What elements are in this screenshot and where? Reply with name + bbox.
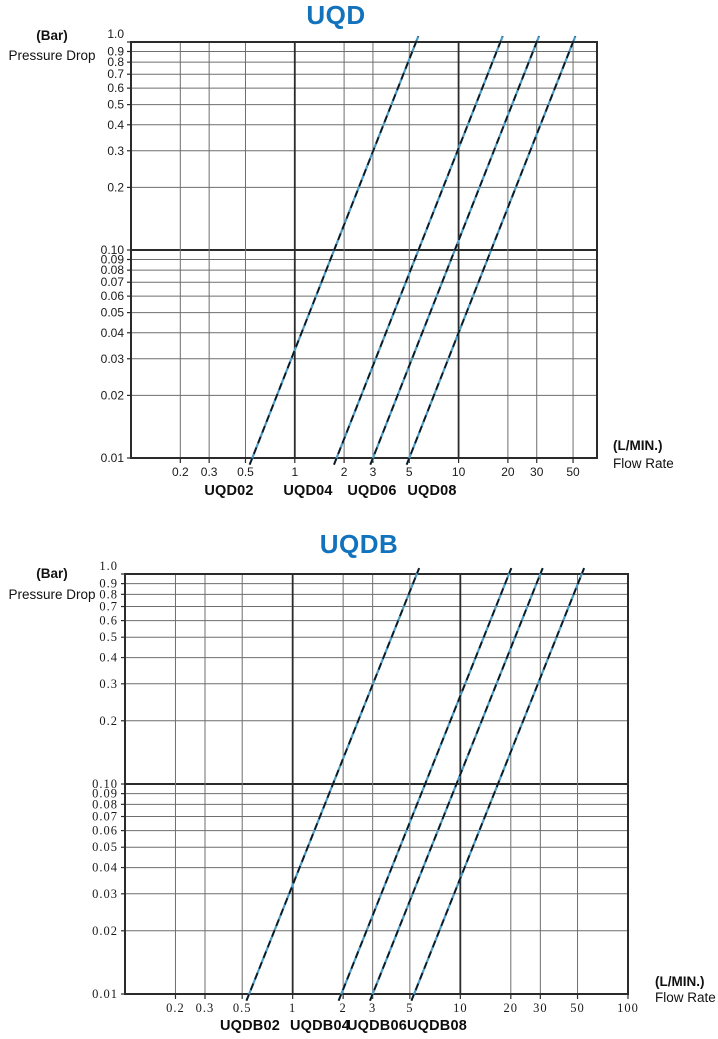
y-axis-title-uqd: (Bar) Pressure Drop xyxy=(4,26,100,66)
y-tick-label: 0.3 xyxy=(107,144,124,158)
y-tick-label: 0.4 xyxy=(99,651,118,665)
series-label-uqdb04: UQDB04 xyxy=(289,1018,351,1034)
y-tick-label: 0.10 xyxy=(101,243,125,257)
x-tick-label: 1 xyxy=(291,465,298,479)
series-line-dash-UQD08 xyxy=(405,35,577,465)
y-tick-label: 0.7 xyxy=(107,67,124,81)
x-tick-label: 20 xyxy=(501,465,515,479)
x-axis-unit-label: (L/MIN.) xyxy=(655,974,705,989)
chart-title-uqd: UQD xyxy=(306,0,366,30)
uqdb-plot-area: 0.2 0.3 0.5 1 2 3 5 10 20 30 50 100 1.0 0.90.80.70.6 0… xyxy=(92,559,639,1015)
x-tick-label: 50 xyxy=(570,1001,585,1015)
y-axis-label: Pressure Drop xyxy=(8,587,96,602)
x-tick-label: 0.5 xyxy=(237,465,254,479)
y-tick-label: 0.4 xyxy=(107,118,124,132)
x-axis-title-uqd: (L/MIN.) Flow Rate xyxy=(613,437,674,473)
y-tick-label: 0.04 xyxy=(101,326,125,340)
series-line-dash-UQDB02 xyxy=(245,567,420,1002)
x-tick-label: 5 xyxy=(406,1001,413,1015)
y-tick-label: 0.05 xyxy=(101,306,125,320)
x-tick-label: 1 xyxy=(289,1001,296,1015)
y-tick-label: 0.2 xyxy=(107,180,124,194)
series-label-uqd02: UQD02 xyxy=(204,483,254,499)
series-line-dash-UQD04 xyxy=(333,35,504,465)
series-label-uqd08: UQD08 xyxy=(407,483,457,499)
y-tick-label: 0.9 xyxy=(99,577,118,591)
y-tick-label: 0.8 xyxy=(107,55,124,69)
y-tick-label: 0.03 xyxy=(92,887,118,901)
x-axis-label: Flow Rate xyxy=(655,990,716,1005)
y-tick-label: 0.02 xyxy=(101,388,125,402)
chart-title-uqdb: UQDB xyxy=(319,529,399,559)
x-tick-label: 50 xyxy=(566,465,580,479)
y-tick-label: 0.07 xyxy=(92,810,118,824)
y-tick-label: 0.10 xyxy=(92,777,118,791)
y-tick-label: 0.5 xyxy=(107,98,124,112)
x-tick-label: 0.5 xyxy=(233,1001,252,1015)
y-tick-label: 0.6 xyxy=(99,614,118,628)
y-tick-label: 0.2 xyxy=(99,714,118,728)
x-tick-label: 3 xyxy=(369,1001,376,1015)
x-axis-title-uqdb: (L/MIN.) Flow Rate xyxy=(655,974,716,1006)
series-line-dash-UQDB08 xyxy=(410,567,585,1002)
series-line-dash-UQDB04 xyxy=(337,567,513,1002)
x-tick-label: 0.3 xyxy=(201,465,218,479)
y-tick-label: 0.03 xyxy=(101,352,125,366)
y-tick-label: 0.01 xyxy=(92,987,118,1001)
x-tick-label: 3 xyxy=(370,465,377,479)
series-label-uqdb02: UQDB02 xyxy=(219,1018,281,1034)
series-label-uqdb08: UQDB08 xyxy=(406,1018,468,1034)
x-tick-label: 100 xyxy=(617,1001,639,1015)
x-tick-label: 10 xyxy=(453,1001,468,1015)
y-tick-label: 0.08 xyxy=(92,797,118,811)
x-tick-label: 5 xyxy=(406,465,413,479)
y-tick-label: 0.09 xyxy=(92,787,118,801)
y-tick-label: 0.9 xyxy=(107,45,124,59)
y-tick-label: 0.7 xyxy=(99,600,118,614)
series-label-uqd06: UQD06 xyxy=(347,483,397,499)
series-label-uqdb06: UQDB06 xyxy=(346,1018,408,1034)
y-tick-label: 0.3 xyxy=(99,677,118,691)
y-tick-label: 0.08 xyxy=(101,263,125,277)
y-tick-label: 0.8 xyxy=(99,587,118,601)
y-tick-label: 0.09 xyxy=(101,253,125,267)
y-axis-unit-label: (Bar) xyxy=(36,566,68,581)
y-axis-unit-label: (Bar) xyxy=(36,28,68,43)
series-label-uqd04: UQD04 xyxy=(283,483,333,499)
series-line-dash-UQD06 xyxy=(369,35,540,465)
series-line-dash-UQD02 xyxy=(248,35,420,465)
y-tick-label: 0.06 xyxy=(92,824,118,838)
y-axis-title-uqdb: (Bar) Pressure Drop xyxy=(4,563,100,605)
x-tick-label: 0.2 xyxy=(166,1001,185,1015)
y-tick-label: 0.05 xyxy=(92,840,118,854)
y-tick-label: 0.06 xyxy=(101,289,125,303)
x-tick-label: 0.2 xyxy=(172,465,189,479)
x-tick-label: 0.3 xyxy=(196,1001,215,1015)
x-tick-label: 30 xyxy=(530,465,544,479)
y-tick-label: 0.6 xyxy=(107,81,124,95)
y-tick-label: 1.0 xyxy=(99,559,118,573)
y-tick-label: 0.07 xyxy=(101,275,125,289)
x-axis-unit-label: (L/MIN.) xyxy=(613,438,663,453)
series-line-dash-UQDB06 xyxy=(369,567,544,1002)
x-tick-label: 20 xyxy=(504,1001,519,1015)
x-tick-label: 30 xyxy=(533,1001,548,1015)
uqd-plot-area: 0.2 0.3 0.5 1 2 3 5 10 20 30 50 1.0 0.90.80.70.6 0.5 0… xyxy=(101,27,598,479)
x-tick-label: 10 xyxy=(452,465,466,479)
y-tick-label: 0.02 xyxy=(92,924,118,938)
y-tick-label: 1.0 xyxy=(107,27,124,41)
y-tick-label: 0.5 xyxy=(99,630,118,644)
x-tick-label: 2 xyxy=(341,465,348,479)
y-axis-label: Pressure Drop xyxy=(8,48,96,63)
y-tick-label: 0.01 xyxy=(101,451,125,465)
y-tick-label: 0.04 xyxy=(92,861,118,875)
x-tick-label: 2 xyxy=(340,1001,347,1015)
x-axis-label: Flow Rate xyxy=(613,456,674,471)
